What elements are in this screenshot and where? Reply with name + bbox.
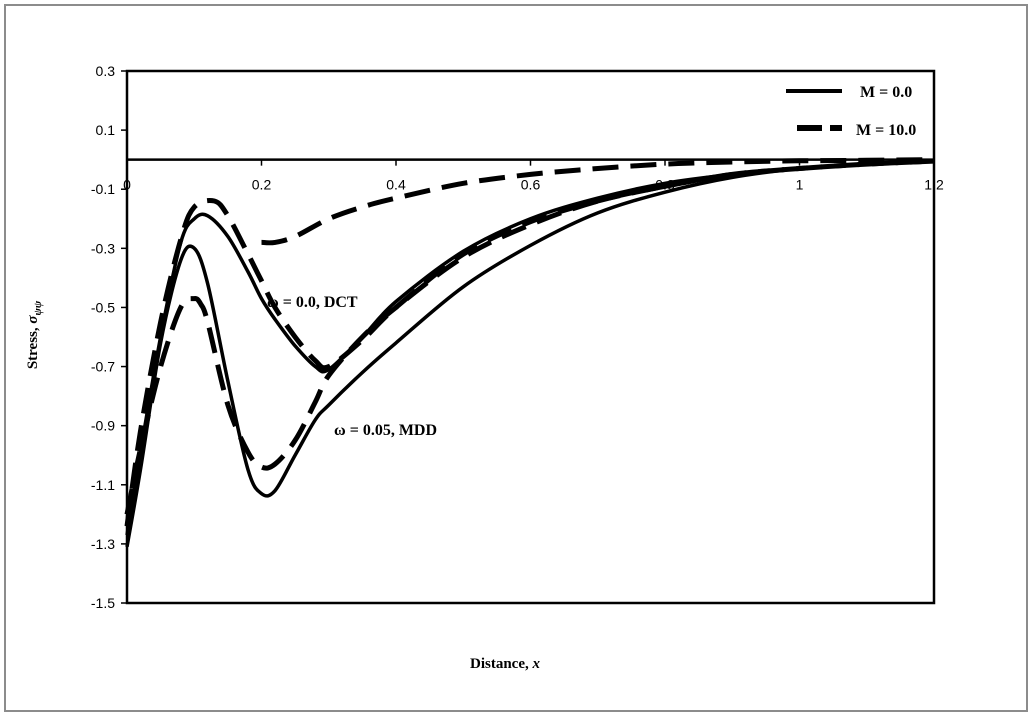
legend-label-m0: M = 0.0	[860, 84, 912, 101]
y-tick-label: -1.1	[91, 477, 115, 493]
y-tick-label: -0.1	[91, 181, 115, 197]
legend: M = 0.0 M = 10.0	[786, 84, 916, 139]
y-tick-label: 0.3	[96, 63, 116, 79]
y-tick-label: -1.3	[91, 536, 115, 552]
x-axis-title: Distance, x	[470, 656, 541, 672]
x-tick-label: 0.6	[521, 177, 541, 193]
x-tick-label: 0.2	[252, 177, 272, 193]
x-tick-label: 1.2	[924, 177, 944, 193]
y-tick-label: -0.7	[91, 359, 115, 375]
y-tick-label: -0.3	[91, 240, 115, 256]
series-line-3-solid	[125, 159, 935, 548]
y-tick-label: 0.1	[96, 122, 116, 138]
x-tick-label: 0.4	[386, 177, 406, 193]
annotation-mdd: ω = 0.05, MDD	[334, 422, 437, 439]
x-tick-label: 1	[796, 177, 804, 193]
x-tick-label: 0	[123, 177, 131, 193]
plot-area-border	[125, 69, 936, 605]
y-tick-label: -1.5	[91, 595, 115, 611]
chart-frame	[4, 4, 1028, 712]
annotation-dct: ω = 0.0, DCT	[267, 294, 358, 311]
legend-label-m10: M = 10.0	[856, 122, 916, 139]
y-axis-title: Stress, σψψ	[25, 300, 44, 369]
y-tick-label: -0.5	[91, 299, 115, 315]
plot-layer	[124, 69, 936, 605]
y-tick-label: -0.9	[91, 418, 115, 434]
tick-layer: 0.3 0.1 -0.1 -0.3 -0.5 -0.7 -0.9 -1.1 -1.3 -1.5 0 0…	[91, 63, 944, 611]
series-line-4-dashed	[124, 158, 935, 515]
series-line-1-solid	[125, 159, 935, 536]
x-tick-label: 0.8	[655, 177, 675, 193]
